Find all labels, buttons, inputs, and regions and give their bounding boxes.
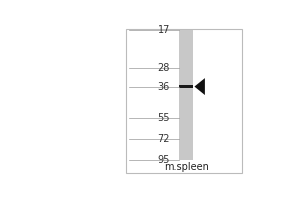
Text: 17: 17 bbox=[158, 25, 170, 35]
Text: m.spleen: m.spleen bbox=[164, 162, 209, 172]
Bar bbox=[126, 29, 242, 173]
Text: 95: 95 bbox=[158, 155, 170, 165]
Text: 72: 72 bbox=[158, 134, 170, 144]
Text: 28: 28 bbox=[158, 63, 170, 73]
Text: 55: 55 bbox=[158, 113, 170, 123]
Bar bbox=[179, 30, 193, 160]
Bar bbox=[179, 85, 193, 88]
Text: 36: 36 bbox=[158, 82, 170, 92]
Polygon shape bbox=[194, 78, 205, 95]
